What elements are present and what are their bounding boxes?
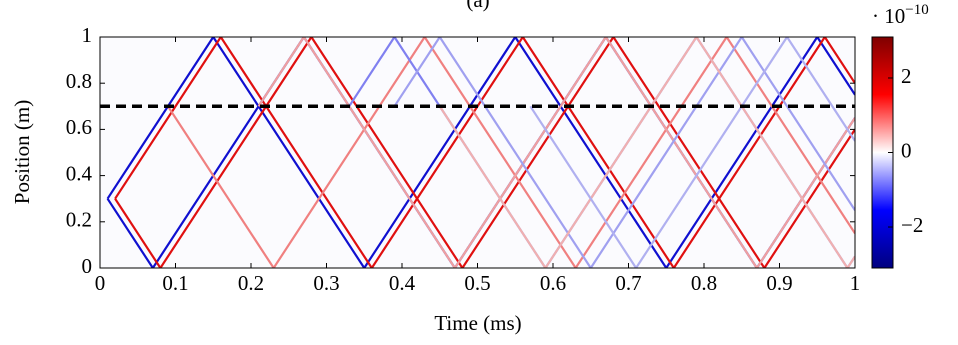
colorbar-tick-label: −2 — [901, 213, 923, 237]
y-tick-label: 0 — [82, 254, 93, 278]
y-tick-label: 0.6 — [66, 115, 92, 139]
x-tick-label: 0.4 — [389, 271, 416, 295]
wave-trace — [438, 37, 855, 268]
x-tick-label: 1 — [850, 271, 861, 295]
x-tick-label: 0.1 — [162, 271, 188, 295]
chart-title: (a) — [466, 0, 489, 12]
y-tick-label: 1 — [82, 23, 93, 47]
colorbar-tick-label: 2 — [901, 64, 912, 88]
y-tick-label: 0.4 — [66, 161, 93, 185]
colorbar-multiplier: · 10−10 — [872, 2, 929, 27]
plot-background — [100, 37, 855, 268]
x-tick-label: 0.2 — [238, 271, 264, 295]
x-tick-label: 0.9 — [766, 271, 792, 295]
y-tick-label: 0.2 — [66, 208, 92, 232]
wave-traces — [106, 37, 855, 268]
multiplier-base: · 10 — [872, 4, 905, 28]
colorbar-tick-label: 0 — [901, 138, 912, 162]
multiplier-exponent: −10 — [905, 2, 928, 18]
wave-trace — [257, 37, 855, 268]
wave-trace — [167, 37, 855, 268]
x-tick-label: 0.6 — [540, 271, 566, 295]
wave-trace — [529, 37, 855, 268]
x-tick-label: 0.3 — [313, 271, 339, 295]
y-axis-label: Position (m) — [10, 100, 34, 204]
x-tick-label: 0 — [95, 271, 106, 295]
x-tick-label: 0.8 — [691, 271, 717, 295]
x-axis-label: Time (ms) — [434, 311, 521, 335]
y-tick-label: 0.8 — [66, 69, 92, 93]
x-tick-label: 0.7 — [615, 271, 641, 295]
wave-trace — [393, 37, 855, 268]
x-tick-label: 0.5 — [464, 271, 490, 295]
